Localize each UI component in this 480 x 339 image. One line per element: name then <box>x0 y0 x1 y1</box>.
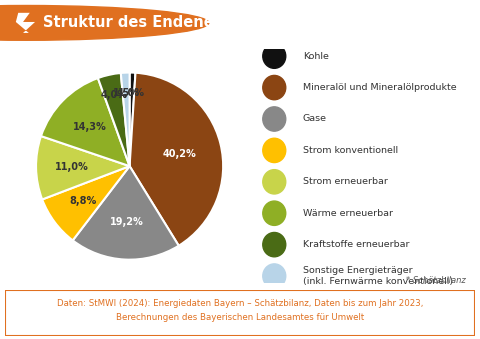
Circle shape <box>263 44 286 68</box>
Text: Kohle: Kohle <box>303 52 329 61</box>
Circle shape <box>0 5 209 40</box>
Circle shape <box>263 233 286 257</box>
Text: * Schätzbilanz: * Schätzbilanz <box>406 276 466 285</box>
Circle shape <box>263 107 286 131</box>
FancyBboxPatch shape <box>5 290 475 336</box>
Text: Sonstige Energieträger
(inkl. Fernwärme konventionell): Sonstige Energieträger (inkl. Fernwärme … <box>303 266 453 286</box>
Circle shape <box>263 201 286 225</box>
Text: 19,2%: 19,2% <box>110 217 144 227</box>
Circle shape <box>263 264 286 288</box>
Text: Daten: StMWI (2024): Energiedaten Bayern – Schätzbilanz, Daten bis zum Jahr 2023: Daten: StMWI (2024): Energiedaten Bayern… <box>57 299 423 321</box>
Wedge shape <box>98 73 130 166</box>
Text: 8,8%: 8,8% <box>70 196 97 206</box>
Text: Struktur des Endenergieverbrauchs in Bayern 2023*: Struktur des Endenergieverbrauchs in Bay… <box>43 15 476 31</box>
Text: Kraftstoffe erneuerbar: Kraftstoffe erneuerbar <box>303 240 409 249</box>
Text: 11,0%: 11,0% <box>55 162 88 172</box>
Wedge shape <box>130 73 135 166</box>
Wedge shape <box>42 166 130 240</box>
Text: Mineralöl und Mineralölprodukte: Mineralöl und Mineralölprodukte <box>303 83 456 92</box>
Text: 1,5%: 1,5% <box>113 88 140 98</box>
Text: Wärme erneuerbar: Wärme erneuerbar <box>303 209 393 218</box>
Text: 4,0%: 4,0% <box>100 90 127 100</box>
Wedge shape <box>130 73 223 246</box>
Text: Strom erneuerbar: Strom erneuerbar <box>303 177 388 186</box>
Polygon shape <box>16 13 35 33</box>
Wedge shape <box>41 78 130 166</box>
Text: 1,0%: 1,0% <box>119 88 145 98</box>
Text: Gase: Gase <box>303 115 327 123</box>
Circle shape <box>263 138 286 163</box>
Circle shape <box>263 170 286 194</box>
Wedge shape <box>121 73 130 166</box>
Circle shape <box>0 4 228 42</box>
Text: 40,2%: 40,2% <box>163 148 196 159</box>
Text: 14,3%: 14,3% <box>72 122 107 132</box>
Wedge shape <box>72 166 179 260</box>
Circle shape <box>263 75 286 100</box>
Wedge shape <box>36 136 130 199</box>
Text: Strom konventionell: Strom konventionell <box>303 146 398 155</box>
